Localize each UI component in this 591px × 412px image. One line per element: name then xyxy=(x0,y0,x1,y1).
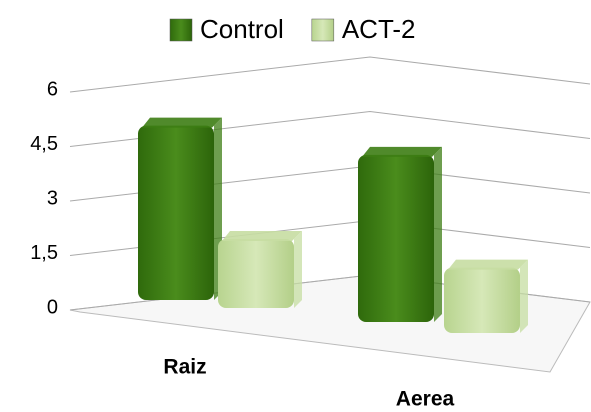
bar-top xyxy=(222,230,302,241)
x-tick-label: Raiz xyxy=(163,356,206,379)
bar xyxy=(138,125,214,300)
x-tick-label: Aerea xyxy=(396,388,455,411)
y-tick-label: 6 xyxy=(47,78,58,100)
bar xyxy=(358,154,434,322)
bar xyxy=(218,238,294,308)
legend-label: Control xyxy=(200,14,284,44)
bar xyxy=(444,267,520,333)
bar-top xyxy=(362,146,442,157)
y-tick-label: 4,5 xyxy=(30,133,58,155)
bar-side xyxy=(294,230,302,308)
y-tick-label: 0 xyxy=(47,296,58,318)
y-tick-label: 1,5 xyxy=(30,242,58,264)
legend-swatch xyxy=(311,18,335,42)
grid-line xyxy=(69,56,591,93)
bar-top xyxy=(142,117,222,128)
legend-swatch xyxy=(169,18,193,42)
bar-side xyxy=(520,259,528,333)
bar-top xyxy=(448,259,528,270)
legend-label: ACT-2 xyxy=(342,14,416,44)
bar-side xyxy=(434,146,442,322)
y-tick-label: 3 xyxy=(47,187,58,209)
